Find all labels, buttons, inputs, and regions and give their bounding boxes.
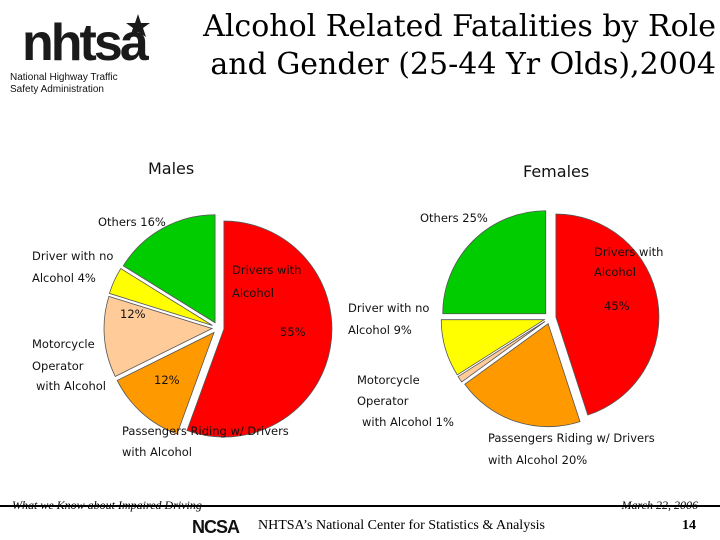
female-slice-motorcycle-operator: [457, 321, 546, 383]
female-slice-drivers-with-alcohol: [555, 213, 660, 416]
male-label-no-alcohol-line1: Driver with no: [32, 249, 113, 263]
male-label-drivers-line1: Drivers with: [232, 263, 301, 277]
female-label-passengers-line2: with Alcohol 20%: [488, 453, 587, 467]
female-label-drivers-value: 45%: [604, 299, 630, 313]
female-label-no-alcohol-line2: Alcohol 9%: [348, 323, 412, 337]
female-label-motorcycle-line3: with Alcohol 1%: [362, 415, 454, 429]
slide-title-line2: and Gender (25-44 Yr Olds),2004: [210, 47, 716, 82]
male-slice-driver-no-alcohol: [108, 268, 213, 326]
nhtsa-logo: nhtsa: [22, 14, 152, 72]
female-label-motorcycle-line2: Operator: [357, 394, 409, 408]
logo-star-icon: [126, 14, 150, 37]
female-label-passengers-line1: Passengers Riding w/ Drivers: [488, 431, 655, 445]
female-label-motorcycle-line1: Motorcycle: [357, 373, 420, 387]
slide-title: Alcohol Related Fatalities by Role and G…: [160, 8, 716, 84]
female-slice-driver-no-alcohol: [440, 319, 546, 376]
female-slice-others: [442, 210, 547, 315]
ncsa-logo: NCSA: [192, 517, 241, 536]
footer-organization: NHTSA’s National Center for Statistics &…: [258, 518, 545, 533]
male-chart-title: Males: [148, 159, 194, 178]
female-pie-chart: Females Drivers with Alcohol 45% Passeng…: [348, 162, 663, 467]
slide-title-line1: Alcohol Related Fatalities by Role: [203, 9, 716, 44]
male-slice-motorcycle-operator: [103, 295, 214, 377]
male-label-others: Others 16%: [98, 215, 166, 229]
male-slice-passengers: [116, 331, 215, 435]
female-slice-passengers: [464, 323, 581, 428]
male-pie-chart: Males Drivers with Alcohol 55% Passenger…: [32, 159, 333, 459]
male-label-passengers-line2: with Alcohol: [122, 445, 192, 459]
female-label-drivers-line1: Drivers with: [594, 245, 663, 259]
female-chart-title: Females: [523, 162, 589, 181]
ncsa-logo-text: NCSA: [192, 517, 240, 536]
male-label-no-alcohol-line2: Alcohol 4%: [32, 271, 96, 285]
female-label-no-alcohol-line1: Driver with no: [348, 301, 429, 315]
female-label-drivers-line2: Alcohol: [594, 265, 636, 279]
male-label-passengers-value: 12%: [154, 373, 180, 387]
male-slice-others: [122, 214, 216, 324]
male-label-motorcycle-line3: with Alcohol: [36, 379, 106, 393]
male-label-motorcycle-line2: Operator: [32, 359, 84, 373]
footer-divider: [0, 505, 720, 507]
male-label-motorcycle-line1: Motorcycle: [32, 337, 95, 351]
male-label-drivers-value: 55%: [280, 325, 306, 339]
logo-subtitle-line1: National Highway Traffic: [10, 72, 118, 83]
male-label-drivers-line2: Alcohol: [232, 286, 274, 300]
page-number: 14: [682, 518, 696, 533]
male-label-motorcycle-value: 12%: [120, 307, 146, 321]
female-label-others: Others 25%: [420, 211, 488, 225]
male-label-passengers-line1: Passengers Riding w/ Drivers: [122, 424, 289, 438]
logo-subtitle-line2: Safety Administration: [10, 84, 104, 95]
male-slice-drivers-with-alcohol: [186, 220, 333, 438]
